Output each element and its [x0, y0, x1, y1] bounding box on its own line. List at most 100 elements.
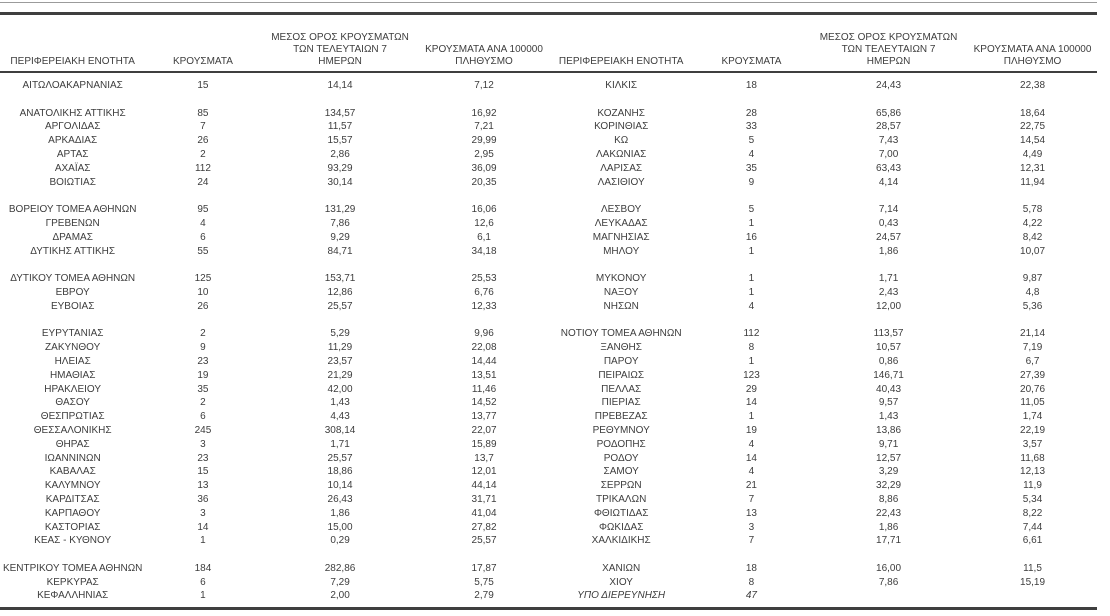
cell-cases: 19 [745, 424, 757, 436]
cell-per100k: 6,76 [474, 286, 494, 298]
table-row: ΡΟΔΟΠΗΣ 4 9,71 3,57 [549, 438, 1098, 452]
cell-region: ΚΑΡΔΙΤΣΑΣ [45, 493, 100, 505]
cell-avg7: 14,14 [327, 80, 353, 91]
cell-cases: 1 [748, 217, 755, 229]
cell-per100k: 11,68 [1020, 452, 1045, 464]
cell-region: ΒΟΙΩΤΙΑΣ [49, 176, 96, 188]
cell-cases: 4 [748, 466, 755, 478]
cell-region: ΚΑΣΤΟΡΙΑΣ [44, 521, 101, 533]
table-row: ΕΥΡΥΤΑΝΙΑΣ 2 5,29 9,96 [0, 327, 549, 341]
cell-avg7: 4,14 [878, 176, 899, 188]
cell-avg7: 84,71 [327, 245, 353, 257]
cell-cases: 55 [197, 245, 209, 257]
cell-cases: 19 [197, 369, 209, 381]
cell-cases: 24 [197, 176, 209, 188]
table-row: ΑΙΤΩΛΟΑΚΑΡΝΑΝΙΑΣ 15 14,14 7,12 [0, 72, 549, 93]
table-row: ΑΧΑΪΑΣ 112 93,29 36,09 [0, 162, 549, 176]
cell-cases: 26 [197, 135, 209, 147]
cell-avg7: 1,86 [878, 521, 899, 533]
cell-avg7: 30,14 [327, 176, 353, 188]
cell-per100k: 11,94 [1020, 176, 1045, 188]
cell-per100k: 9,96 [474, 328, 494, 340]
cell-per100k: 14,52 [471, 397, 497, 409]
table-row: ΘΕΣΣΑΛΟΝΙΚΗΣ 245 308,14 22,07 [0, 424, 549, 438]
cell-per100k: 4,49 [1022, 148, 1043, 160]
cell-cases: 8 [748, 576, 755, 588]
cell-cases: 7 [748, 493, 755, 505]
spacer-row [549, 258, 1098, 272]
cell-region: ΑΧΑΪΑΣ [54, 162, 91, 174]
table-row: ΚΩ 5 7,43 14,54 [549, 134, 1098, 148]
cell-cases: 123 [743, 369, 760, 381]
cell-per100k: 12,31 [1020, 162, 1046, 174]
cell-avg7: 1,86 [330, 507, 350, 519]
cell-cases: 1 [748, 286, 755, 298]
cell-region: ΘΑΣΟΥ [55, 397, 90, 409]
spacer-row [0, 548, 549, 562]
cell-cases: 1 [200, 535, 206, 547]
cell-avg7: 8,86 [878, 493, 899, 505]
table-row: ΚΑΡΠΑΘΟΥ 3 1,86 41,04 [0, 507, 549, 521]
table-row: ΤΡΙΚΑΛΩΝ 7 8,86 5,34 [549, 493, 1098, 507]
region-table-left: ΠΕΡΙΦΕΡΕΙΑΚΗ ΕΝΟΤΗΤΑ ΚΡΟΥΣΜΑΤΑ ΜΕΣΟΣ ΟΡΟ… [0, 15, 549, 611]
cell-cases: 6 [200, 231, 206, 243]
table-row: ΑΝΑΤΟΛΙΚΗΣ ΑΤΤΙΚΗΣ 85 134,57 16,92 [0, 107, 549, 121]
cell-cases: 14 [197, 521, 209, 533]
table-row: ΜΥΚΟΝΟΥ 1 1,71 9,87 [549, 272, 1098, 286]
header-avg7-line1: ΜΕΣΟΣ ΟΡΟΣ ΚΡΟΥΣΜΑΤΩΝ [819, 32, 958, 43]
spacer-cell [0, 189, 549, 203]
cell-cases: 47 [745, 590, 757, 602]
cell-per100k: 16,06 [471, 204, 497, 216]
cell-per100k: 12,13 [1020, 466, 1046, 478]
cell-per100k: 18,64 [1020, 107, 1046, 119]
cell-avg7: 153,71 [324, 273, 356, 285]
cell-cases: 245 [194, 424, 212, 436]
cell-avg7: 22,43 [876, 507, 902, 519]
cell-per100k: 27,39 [1020, 369, 1046, 381]
cell-avg7: 25,57 [327, 452, 353, 464]
cell-cases: 29 [745, 383, 757, 395]
cell-region: ΦΩΚΙΔΑΣ [598, 521, 644, 533]
spacer-row [0, 314, 549, 328]
cell-avg7: 28,57 [876, 121, 902, 133]
header-region: ΠΕΡΙΦΕΡΕΙΑΚΗ ΕΝΟΤΗΤΑ [548, 15, 694, 73]
table-row: ΠΡΕΒΕΖΑΣ 1 1,43 1,74 [549, 410, 1098, 424]
cell-per100k: 8,22 [1022, 507, 1043, 519]
cell-avg7: 10,57 [876, 342, 902, 354]
cell-per100k: 14,54 [1020, 135, 1046, 147]
cell-avg7: 113,57 [873, 328, 904, 340]
cell-avg7: 7,14 [878, 204, 899, 216]
table-row: ΚΕΡΚΥΡΑΣ 6 7,29 5,75 [0, 576, 549, 590]
cell-cases: 2 [200, 328, 206, 340]
cell-cases: 36 [197, 493, 209, 505]
table-row: ΝΗΣΩΝ 4 12,00 5,36 [549, 300, 1098, 314]
cell-per100k: 25,57 [471, 535, 497, 547]
cell-per100k: 20,76 [1020, 383, 1046, 395]
cell-region: ΝΟΤΙΟΥ ΤΟΜΕΑ ΑΘΗΝΩΝ [560, 328, 682, 340]
cell-region: ΚΑΡΠΑΘΟΥ [44, 507, 101, 519]
table-row: ΚΑΛΥΜΝΟΥ 13 10,14 44,14 [0, 479, 549, 493]
spacer-row [549, 189, 1098, 203]
cell-cases: 10 [197, 286, 209, 298]
cell-per100k: 7,19 [1022, 342, 1043, 354]
spacer-cell [549, 548, 1098, 562]
cell-per100k: 11,5 [1023, 562, 1042, 574]
cell-cases: 35 [197, 383, 209, 395]
header-per100k: ΚΡΟΥΣΜΑΤΑ ΑΝΑ 100000 ΠΛΗΘΥΣΜΟ [968, 15, 1097, 73]
table-row: ΓΡΕΒΕΝΩΝ 4 7,86 12,6 [0, 217, 549, 231]
cell-per100k: 12,33 [471, 300, 497, 312]
table-row: ΞΑΝΘΗΣ 8 10,57 7,19 [549, 341, 1098, 355]
cell-per100k: 5,34 [1022, 493, 1043, 505]
cell-region: ΖΑΚΥΝΘΟΥ [45, 342, 101, 354]
cell-avg7: 2,00 [330, 590, 350, 602]
cell-per100k: 5,36 [1022, 300, 1043, 312]
cell-per100k: 14,44 [471, 355, 497, 367]
cell-per100k: 22,75 [1020, 121, 1046, 133]
cell-per100k: 25,53 [471, 273, 497, 285]
table-row: ΗΛΕΙΑΣ 23 23,57 14,44 [0, 355, 549, 369]
cell-avg7: 93,29 [327, 162, 353, 174]
cell-region: ΜΥΚΟΝΟΥ [595, 273, 647, 285]
header-per100k-line1: ΚΡΟΥΣΜΑΤΑ ΑΝΑ 100000 [973, 44, 1092, 55]
cell-cases: 23 [197, 452, 209, 464]
cell-per100k: 12,6 [474, 217, 494, 229]
